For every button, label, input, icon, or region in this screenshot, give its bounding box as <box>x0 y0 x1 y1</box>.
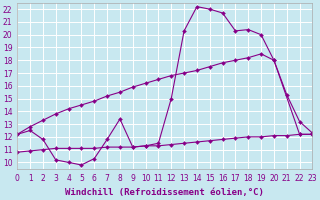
X-axis label: Windchill (Refroidissement éolien,°C): Windchill (Refroidissement éolien,°C) <box>65 188 264 197</box>
